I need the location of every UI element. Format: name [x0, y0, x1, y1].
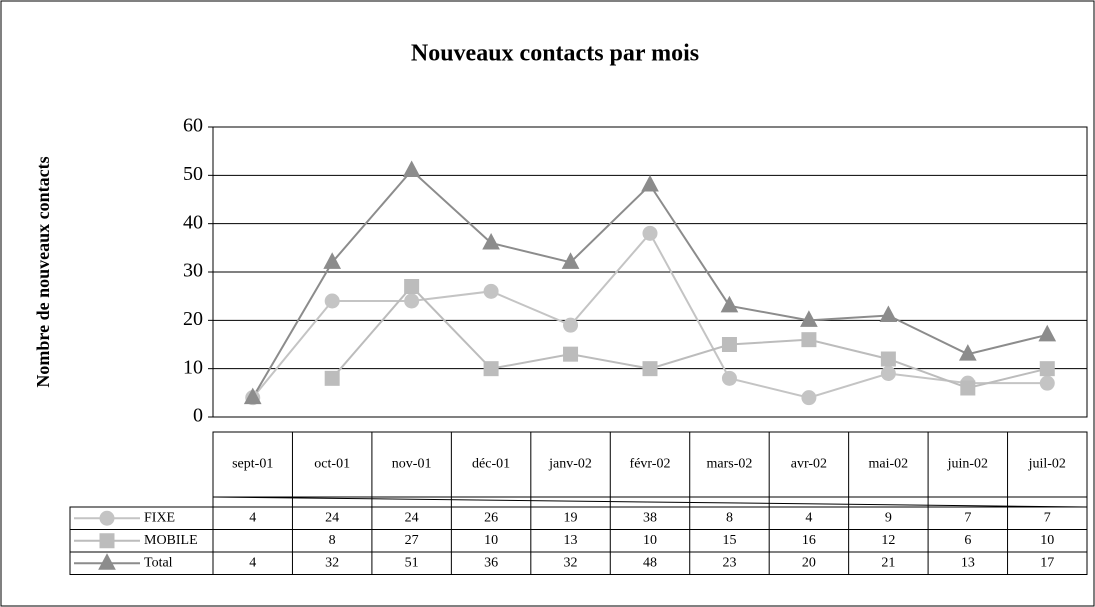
- legend-marker: [99, 533, 115, 549]
- y-tick-label: 0: [193, 405, 203, 427]
- marker: [483, 283, 499, 299]
- marker: [880, 366, 896, 381]
- plot-border: [212, 126, 1088, 418]
- marker: [324, 293, 340, 309]
- table-value: 15: [722, 533, 736, 548]
- x-tick-label: févr-02: [630, 457, 671, 472]
- legend-label: Total: [144, 555, 173, 570]
- table-value: 24: [325, 510, 339, 525]
- x-tick-label: janv-02: [548, 457, 592, 472]
- table-value: 13: [564, 533, 578, 548]
- table-value: 20: [802, 555, 816, 570]
- table-value: 4: [249, 555, 256, 570]
- table-value: 10: [643, 533, 657, 548]
- y-axis-title: Nombre de nouveaux contacts: [33, 156, 53, 387]
- table-value: 13: [961, 555, 975, 570]
- marker: [801, 332, 817, 348]
- y-tick-label: 60: [183, 115, 203, 137]
- legend-label: FIXE: [144, 510, 175, 525]
- marker: [404, 279, 420, 294]
- chart-title: Nouveaux contacts par mois: [411, 41, 699, 67]
- table-value: 32: [564, 555, 578, 570]
- marker: [642, 361, 658, 377]
- marker: [879, 305, 898, 322]
- x-tick-label: avr-02: [791, 457, 827, 472]
- table-value: 23: [722, 555, 736, 570]
- table-value: 4: [805, 510, 812, 525]
- marker: [641, 174, 659, 192]
- y-tick-label: 30: [183, 260, 203, 282]
- marker: [721, 337, 737, 352]
- y-tick-label: 50: [183, 163, 203, 185]
- x-tick-label: juin-02: [947, 457, 988, 472]
- table-value: 36: [484, 555, 498, 570]
- marker: [642, 225, 658, 241]
- marker: [880, 351, 896, 367]
- table-value: 51: [405, 555, 419, 570]
- y-tick-label: 40: [183, 211, 203, 233]
- marker: [800, 310, 818, 327]
- marker: [1039, 361, 1055, 377]
- x-tick-label: mai-02: [869, 457, 909, 472]
- x-tick-label: oct-01: [314, 457, 350, 472]
- table-value: 10: [484, 533, 498, 548]
- table-value: 9: [885, 510, 892, 525]
- x-tick-label: déc-01: [472, 457, 510, 472]
- series-line: [331, 285, 1048, 390]
- x-tick-label: mars-02: [707, 457, 753, 472]
- y-tick-label: 10: [183, 356, 203, 378]
- table-value: 12: [881, 533, 895, 548]
- marker: [324, 370, 340, 386]
- table-value: 32: [325, 555, 339, 570]
- marker: [563, 317, 579, 333]
- table-value: 19: [564, 510, 578, 525]
- table-value: 26: [484, 510, 498, 525]
- marker: [323, 252, 342, 269]
- table-border: [69, 506, 1088, 575]
- table-value: 16: [802, 533, 816, 548]
- table-value: 8: [726, 510, 733, 525]
- table-value: 38: [643, 510, 657, 525]
- table-value: 8: [329, 533, 336, 548]
- marker: [958, 344, 977, 361]
- x-tick-label: nov-01: [392, 457, 432, 472]
- table-value: 7: [964, 510, 971, 525]
- marker: [402, 160, 421, 177]
- table-value: 48: [643, 555, 657, 570]
- table-divider: [212, 496, 1088, 508]
- y-tick-label: 20: [183, 308, 203, 330]
- x-tick-label: juil-02: [1028, 457, 1066, 472]
- marker: [721, 370, 737, 386]
- marker: [483, 361, 499, 377]
- table-value: 6: [964, 533, 971, 548]
- marker: [1039, 375, 1055, 391]
- x-tick-label: sept-01: [232, 457, 273, 472]
- legend-marker: [98, 553, 116, 570]
- table-value: 4: [249, 510, 256, 525]
- marker: [404, 293, 420, 309]
- table-value: 7: [1044, 510, 1051, 525]
- marker: [960, 380, 976, 396]
- marker: [720, 295, 739, 313]
- legend-marker: [99, 510, 115, 526]
- marker: [561, 252, 580, 269]
- table-value: 21: [881, 555, 895, 570]
- marker: [1038, 324, 1057, 342]
- legend-label: MOBILE: [144, 533, 198, 548]
- marker: [563, 346, 579, 362]
- table-value: 17: [1040, 555, 1054, 570]
- marker: [482, 232, 500, 250]
- marker: [801, 390, 817, 406]
- table-value: 24: [405, 510, 419, 525]
- marker: [243, 387, 262, 405]
- table-value: 10: [1040, 533, 1054, 548]
- table-value: 27: [405, 533, 419, 548]
